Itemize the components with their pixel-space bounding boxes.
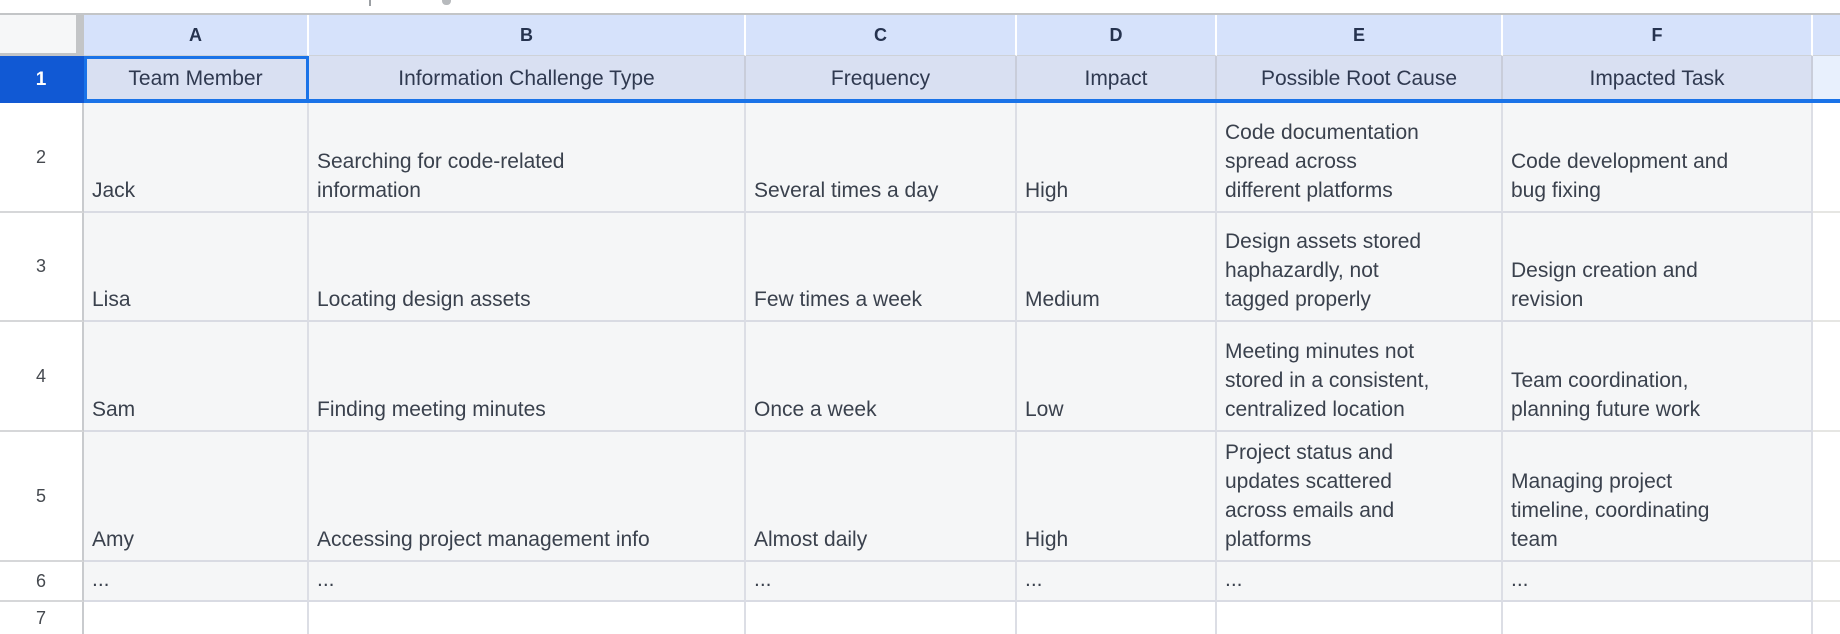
cell-E2[interactable]: Code documentation spread across differe… — [1217, 103, 1503, 213]
cell-A1[interactable]: Team Member — [84, 56, 309, 103]
cell-G7[interactable] — [1813, 602, 1840, 634]
cell-D1[interactable]: Impact — [1017, 56, 1217, 103]
cell-A5[interactable]: Amy — [84, 432, 309, 562]
cropped-toolbar-fragment — [442, 0, 451, 5]
cell-F7[interactable] — [1503, 602, 1813, 634]
cell-E3[interactable]: Design assets stored haphazardly, not ta… — [1217, 213, 1503, 322]
cell-F1[interactable]: Impacted Task — [1503, 56, 1813, 103]
cell-G2[interactable] — [1813, 103, 1840, 213]
cell-E5[interactable]: Project status and updates scattered acr… — [1217, 432, 1503, 562]
row-header-1[interactable]: 1 — [0, 56, 84, 103]
cell-G5[interactable] — [1813, 432, 1840, 562]
column-header-B[interactable]: B — [309, 15, 746, 56]
cell-B3[interactable]: Locating design assets — [309, 213, 746, 322]
cell-E1[interactable]: Possible Root Cause — [1217, 56, 1503, 103]
cell-F3[interactable]: Design creation and revision — [1503, 213, 1813, 322]
cell-D2[interactable]: High — [1017, 103, 1217, 213]
column-header-E[interactable]: E — [1217, 15, 1503, 56]
row-header-3[interactable]: 3 — [0, 213, 84, 322]
cell-E4[interactable]: Meeting minutes not stored in a consiste… — [1217, 322, 1503, 432]
cell-C1[interactable]: Frequency — [746, 56, 1017, 103]
cell-G6[interactable] — [1813, 562, 1840, 602]
cell-A7[interactable] — [84, 602, 309, 634]
cell-A6[interactable]: ... — [84, 562, 309, 602]
cell-F4[interactable]: Team coordination, planning future work — [1503, 322, 1813, 432]
cell-C5[interactable]: Almost daily — [746, 432, 1017, 562]
column-header-C[interactable]: C — [746, 15, 1017, 56]
column-header-F[interactable]: F — [1503, 15, 1813, 56]
row-header-2[interactable]: 2 — [0, 103, 84, 213]
cell-B1[interactable]: Information Challenge Type — [309, 56, 746, 103]
cell-D5[interactable]: High — [1017, 432, 1217, 562]
row-header-4[interactable]: 4 — [0, 322, 84, 432]
cell-A4[interactable]: Sam — [84, 322, 309, 432]
row-header-6[interactable]: 6 — [0, 562, 84, 602]
cell-C6[interactable]: ... — [746, 562, 1017, 602]
row-header-5[interactable]: 5 — [0, 432, 84, 562]
cropped-toolbar-fragment — [369, 0, 371, 6]
column-header-D[interactable]: D — [1017, 15, 1217, 56]
cell-C4[interactable]: Once a week — [746, 322, 1017, 432]
cell-G1[interactable] — [1813, 56, 1840, 103]
cell-A2[interactable]: Jack — [84, 103, 309, 213]
cell-E6[interactable]: ... — [1217, 562, 1503, 602]
cell-B7[interactable] — [309, 602, 746, 634]
cell-F5[interactable]: Managing project timeline, coordinating … — [1503, 432, 1813, 562]
column-header-A[interactable]: A — [84, 15, 309, 56]
cell-D7[interactable] — [1017, 602, 1217, 634]
select-all-corner-button[interactable] — [0, 15, 76, 53]
cell-G3[interactable] — [1813, 213, 1840, 322]
cell-B6[interactable]: ... — [309, 562, 746, 602]
cell-D6[interactable]: ... — [1017, 562, 1217, 602]
cell-F6[interactable]: ... — [1503, 562, 1813, 602]
cell-F2[interactable]: Code development and bug fixing — [1503, 103, 1813, 213]
row-1-selection-underline — [84, 99, 1840, 103]
header-top-border — [0, 13, 1840, 15]
row-header-7[interactable]: 7 — [0, 602, 84, 634]
cell-B4[interactable]: Finding meeting minutes — [309, 322, 746, 432]
cell-E7[interactable] — [1217, 602, 1503, 634]
cell-B2[interactable]: Searching for code-related information — [309, 103, 746, 213]
cell-A3[interactable]: Lisa — [84, 213, 309, 322]
column-header-G-partial[interactable] — [1813, 15, 1840, 56]
cell-D4[interactable]: Low — [1017, 322, 1217, 432]
cell-C3[interactable]: Few times a week — [746, 213, 1017, 322]
cell-B5[interactable]: Accessing project management info — [309, 432, 746, 562]
cell-G4[interactable] — [1813, 322, 1840, 432]
cell-C7[interactable] — [746, 602, 1017, 634]
cell-C2[interactable]: Several times a day — [746, 103, 1017, 213]
cell-D3[interactable]: Medium — [1017, 213, 1217, 322]
